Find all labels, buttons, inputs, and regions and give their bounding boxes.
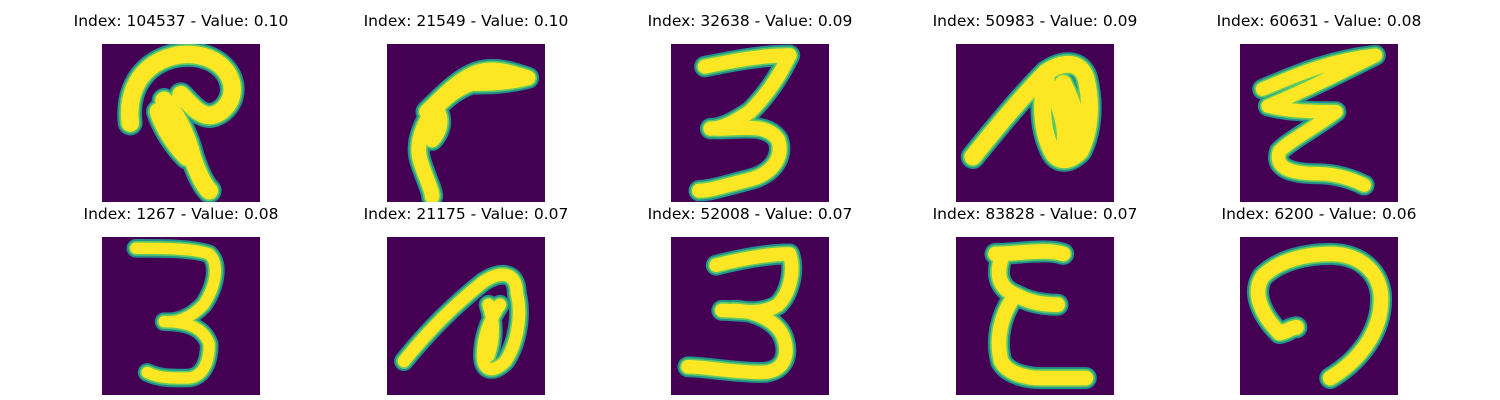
stroke-core — [692, 120, 787, 198]
panel-title: Index: 52008 - Value: 0.07 — [647, 205, 853, 223]
digit-image — [387, 237, 545, 395]
stroke-core — [1043, 80, 1074, 160]
stroke-core — [130, 242, 221, 328]
digit-image — [102, 237, 260, 395]
image-panel: Index: 21549 - Value: 0.10 — [346, 10, 586, 202]
panel-title: Index: 1267 - Value: 0.08 — [83, 205, 279, 223]
stroke-core — [411, 104, 440, 202]
stroke-core — [120, 45, 241, 132]
image-panel: Index: 6200 - Value: 0.06 — [1199, 203, 1439, 395]
digit-image — [102, 44, 260, 202]
digit-image — [387, 44, 545, 202]
image-panel: Index: 1267 - Value: 0.08 — [61, 203, 301, 395]
panel-title: Index: 6200 - Value: 0.06 — [1221, 205, 1417, 223]
panel-title: Index: 83828 - Value: 0.07 — [932, 205, 1138, 223]
panel-title: Index: 104537 - Value: 0.10 — [73, 12, 289, 30]
image-panel: Index: 32638 - Value: 0.09 — [630, 10, 870, 202]
stroke-core — [988, 244, 1071, 262]
stroke-core — [482, 298, 500, 362]
panel-title: Index: 50983 - Value: 0.09 — [932, 12, 1138, 30]
stroke-core — [991, 291, 1094, 386]
panel-title: Index: 21175 - Value: 0.07 — [363, 205, 569, 223]
stroke-core — [1054, 75, 1086, 155]
digit-image — [671, 44, 829, 202]
image-panel: Index: 104537 - Value: 0.10 — [61, 10, 301, 202]
stroke-core — [149, 102, 196, 166]
stroke-core — [141, 316, 215, 384]
stroke-core — [424, 104, 448, 148]
panel-title: Index: 21549 - Value: 0.10 — [363, 12, 569, 30]
image-panel: Index: 52008 - Value: 0.07 — [630, 203, 870, 395]
digit-image — [1240, 44, 1398, 202]
image-panel: Index: 21175 - Value: 0.07 — [346, 203, 586, 395]
image-panel: Index: 60631 - Value: 0.08 — [1199, 10, 1439, 202]
image-panel: Index: 50983 - Value: 0.09 — [915, 10, 1155, 202]
stroke-core — [1272, 319, 1304, 341]
digit-image — [671, 237, 829, 395]
panel-title: Index: 32638 - Value: 0.09 — [647, 12, 853, 30]
digit-image — [956, 44, 1114, 202]
digit-image — [1240, 237, 1398, 395]
panel-title: Index: 60631 - Value: 0.08 — [1216, 12, 1422, 30]
stroke-core — [964, 55, 1098, 169]
digit-image — [956, 237, 1114, 395]
stroke-core — [1250, 246, 1389, 386]
image-panel: Index: 83828 - Value: 0.07 — [915, 203, 1155, 395]
stroke-core — [1255, 48, 1383, 192]
stroke-core — [419, 62, 536, 120]
stroke-core — [681, 303, 793, 380]
